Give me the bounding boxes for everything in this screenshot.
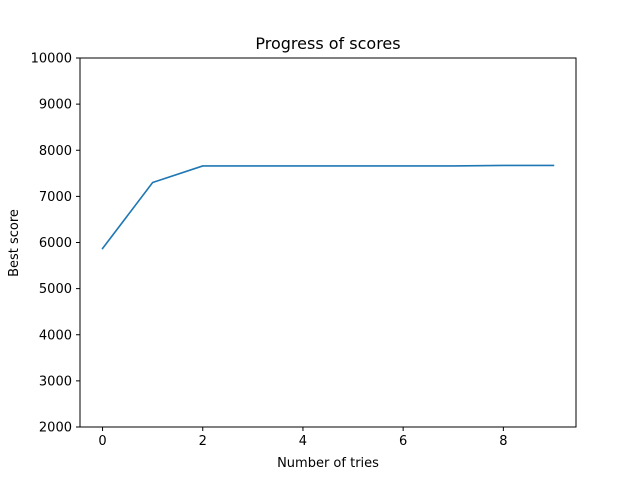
- y-tick-label: 7000: [39, 190, 72, 205]
- x-tick-label: 0: [98, 434, 106, 449]
- x-axis-ticks: 0 2 4 6 8: [98, 427, 507, 449]
- y-tick-label: 6000: [39, 236, 72, 251]
- y-tick-label: 5000: [39, 282, 72, 297]
- y-tick-label: 2000: [39, 421, 72, 436]
- y-tick-label: 8000: [39, 144, 72, 159]
- x-tick-label: 8: [499, 434, 507, 449]
- x-tick-label: 6: [399, 434, 407, 449]
- x-tick-label: 4: [299, 434, 307, 449]
- y-axis-label: Best score: [7, 209, 22, 277]
- x-tick-label: 2: [199, 434, 207, 449]
- y-axis-ticks: 2000 3000 4000 5000 6000 7000 8000 9000 10000: [31, 52, 80, 436]
- series-layer: [101, 164, 555, 250]
- y-tick-label: 10000: [31, 52, 72, 67]
- y-tick-label: 3000: [39, 374, 72, 389]
- y-tick-label: 4000: [39, 328, 72, 343]
- x-axis-label: Number of tries: [277, 456, 379, 471]
- series-line-0: [101, 164, 555, 250]
- chart-title: Progress of scores: [255, 34, 400, 53]
- y-tick-label: 9000: [39, 98, 72, 113]
